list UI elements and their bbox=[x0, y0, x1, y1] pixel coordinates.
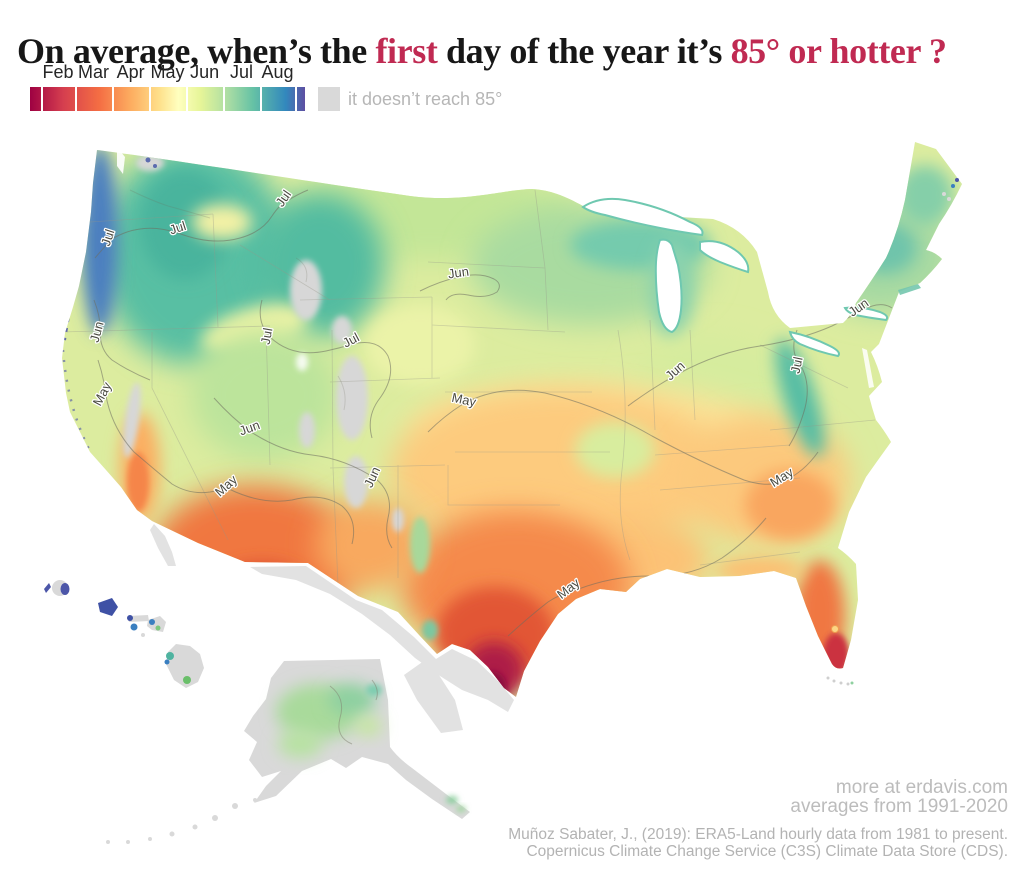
kahoolawe bbox=[141, 633, 145, 637]
legend-month-mar: Mar bbox=[78, 62, 110, 82]
great-lakes bbox=[581, 197, 889, 358]
legend-color-bar bbox=[30, 87, 305, 111]
lake-ontario bbox=[843, 306, 889, 322]
contour-label-jun-4: Jun bbox=[87, 320, 107, 344]
no-reach-label: it doesn’t reach 85° bbox=[348, 88, 503, 109]
credit-source-1: Muñoz Sabater, J., (2019): ERA5-Land hou… bbox=[508, 826, 1008, 843]
lake-michigan bbox=[654, 238, 683, 334]
title-part-3: 85° or hotter ? bbox=[730, 31, 947, 72]
lake-huron bbox=[699, 240, 750, 274]
contour-label-jul-0: Jul bbox=[98, 227, 117, 248]
contour-label-jun-3: Jun bbox=[447, 264, 470, 282]
legend-no-reach: it doesn’t reach 85° bbox=[318, 87, 502, 111]
legend-month-divider-0 bbox=[41, 87, 43, 111]
molokai bbox=[128, 615, 149, 622]
title-part-1: first bbox=[375, 31, 438, 72]
lake-okeechobee bbox=[831, 625, 839, 633]
puget-sound bbox=[117, 147, 125, 174]
legend-month-divider-4 bbox=[185, 87, 188, 111]
contour-label-jul-6: Jul bbox=[258, 327, 276, 346]
credit-averages: averages from 1991-2020 bbox=[790, 796, 1008, 817]
legend-month-labels: Feb Mar Apr May Jun Jul Aug bbox=[30, 62, 305, 84]
legend-month-jul: Jul bbox=[229, 62, 253, 82]
credit-erdavis: more at erdavis.com bbox=[836, 777, 1008, 798]
legend-month-divider-2 bbox=[111, 87, 114, 111]
lanai bbox=[130, 623, 138, 631]
contour-label-jul-16: Jul bbox=[788, 355, 806, 374]
legend: Feb Mar Apr May Jun Jul Aug it doesn’t reach 8… bbox=[30, 62, 630, 111]
lake-erie bbox=[788, 330, 840, 358]
coast-details bbox=[117, 147, 959, 686]
legend-month-jun: Jun bbox=[190, 62, 220, 82]
conus-fill bbox=[62, 142, 962, 697]
oahu bbox=[98, 598, 118, 616]
page-title: On average, when’s the first day of the … bbox=[17, 30, 947, 72]
contour-label-may-8: May bbox=[450, 390, 478, 410]
legend-month-apr: Apr bbox=[116, 62, 145, 82]
aleutian-islands bbox=[106, 798, 257, 844]
credits: more at erdavis.com averages from 1991-2… bbox=[508, 777, 1008, 860]
florida-keys bbox=[826, 676, 854, 686]
mountain-nodata-patches bbox=[123, 155, 404, 532]
legend-month-divider-6 bbox=[259, 87, 262, 111]
no-reach-swatch bbox=[318, 87, 340, 111]
legend-month-divider-7 bbox=[295, 87, 298, 111]
lake-superior bbox=[581, 197, 704, 237]
niihau bbox=[44, 583, 51, 593]
chesapeake-bay bbox=[862, 348, 874, 388]
mexico-nodata-region bbox=[150, 524, 514, 733]
contour-label-jul-1: Jul bbox=[167, 218, 188, 237]
legend-month-may: May bbox=[150, 62, 185, 82]
title-part-0: On average, when’s the bbox=[17, 31, 376, 72]
month-contour-lines bbox=[93, 189, 893, 637]
title-part-2: day of the year it’s bbox=[437, 31, 731, 72]
legend-month-divider-1 bbox=[75, 87, 78, 111]
credit-source-2: Copernicus Climate Change Service (C3S) … bbox=[526, 843, 1008, 860]
big-island bbox=[166, 644, 204, 688]
long-island bbox=[898, 284, 921, 295]
state-borders bbox=[62, 189, 876, 586]
alaska-inset bbox=[106, 659, 470, 844]
legend-month-aug: Aug bbox=[261, 62, 294, 82]
legend-month-divider-5 bbox=[223, 87, 226, 111]
legend-month-feb: Feb bbox=[42, 62, 74, 82]
hawaii-inset bbox=[44, 580, 204, 688]
legend-month-divider-3 bbox=[149, 87, 152, 111]
